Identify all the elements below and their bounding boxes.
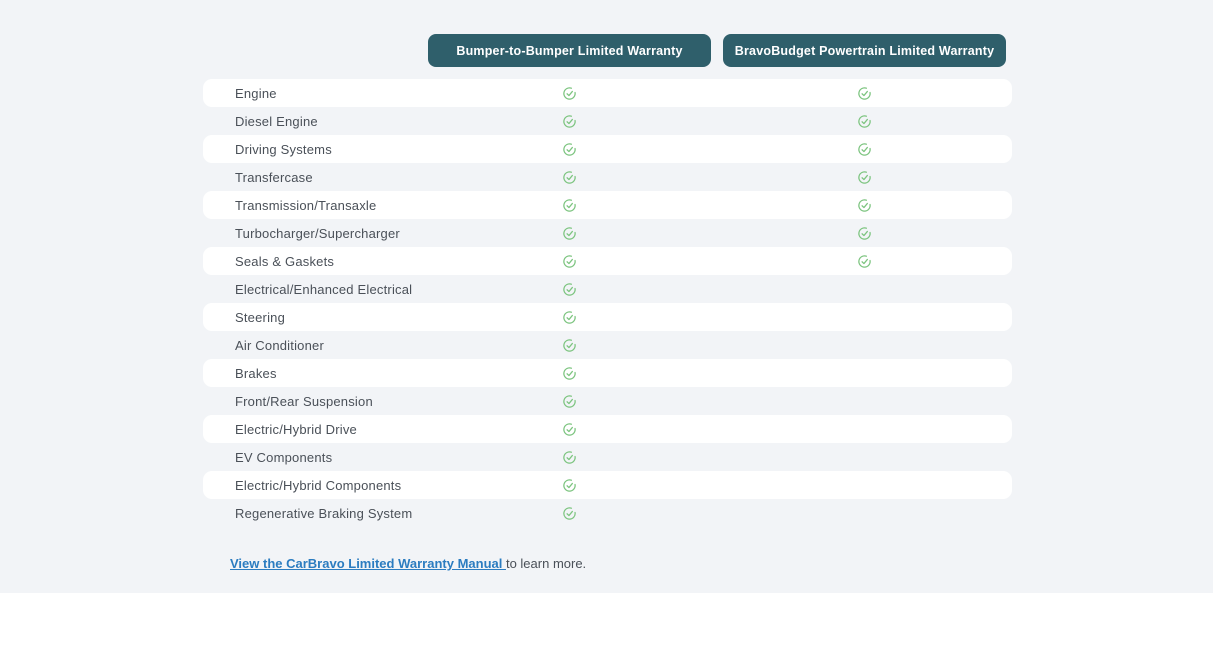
table-row: Electric/Hybrid Drive (203, 415, 1012, 443)
check-circle-icon (858, 226, 871, 240)
check-col2 (717, 366, 1012, 381)
warranty-comparison-section: Bumper-to-Bumper Limited Warranty BravoB… (0, 0, 1213, 593)
row-label: Electric/Hybrid Drive (235, 421, 357, 437)
row-label: Front/Rear Suspension (235, 393, 373, 409)
table-row: Regenerative Braking System (203, 499, 1012, 527)
check-col2 (717, 422, 1012, 437)
bravobudget-powertrain-warranty-button[interactable]: BravoBudget Powertrain Limited Warranty (723, 34, 1006, 67)
table-row: Steering (203, 303, 1012, 331)
row-label: Air Conditioner (235, 337, 324, 353)
check-col2 (717, 310, 1012, 325)
check-circle-icon (563, 170, 576, 184)
row-label: Engine (235, 85, 277, 101)
check-col1 (422, 394, 717, 409)
table-row: Air Conditioner (203, 331, 1012, 359)
footer-note-text: to learn more. (505, 556, 587, 571)
row-label: Regenerative Braking System (235, 505, 413, 521)
table-row: Turbocharger/Supercharger (203, 219, 1012, 247)
check-circle-icon (858, 254, 871, 268)
row-label: Brakes (235, 365, 277, 381)
row-label: Steering (235, 309, 286, 325)
row-label: Diesel Engine (235, 113, 318, 129)
row-label: Electric/Hybrid Components (235, 477, 402, 493)
check-col2 (717, 450, 1012, 465)
table-row: EV Components (203, 443, 1012, 471)
check-col1 (422, 310, 717, 325)
check-circle-icon (563, 366, 576, 380)
table-row: Transmission/Transaxle (203, 191, 1012, 219)
check-col2 (717, 114, 1012, 129)
check-circle-icon (563, 142, 576, 156)
check-col2 (717, 282, 1012, 297)
check-col1 (422, 254, 717, 269)
check-col1 (422, 114, 717, 129)
check-col1 (422, 366, 717, 381)
row-label: Electrical/Enhanced Electrical (235, 281, 413, 297)
check-circle-icon (563, 198, 576, 212)
check-circle-icon (858, 142, 871, 156)
check-col2 (717, 506, 1012, 521)
footer-note: View the CarBravo Limited Warranty Manua… (203, 556, 1012, 571)
check-circle-icon (563, 86, 576, 100)
check-circle-icon (563, 226, 576, 240)
table-row: Front/Rear Suspension (203, 387, 1012, 415)
check-circle-icon (858, 170, 871, 184)
row-label: Driving Systems (235, 141, 332, 157)
check-circle-icon (563, 394, 576, 408)
check-col1 (422, 422, 717, 437)
check-col1 (422, 282, 717, 297)
check-col1 (422, 198, 717, 213)
check-circle-icon (563, 114, 576, 128)
check-circle-icon (858, 198, 871, 212)
check-col1 (422, 450, 717, 465)
check-circle-icon (563, 310, 576, 324)
check-circle-icon (563, 506, 576, 520)
check-col1 (422, 338, 717, 353)
check-col1 (422, 478, 717, 493)
table-row: Engine (203, 79, 1012, 107)
check-col2 (717, 170, 1012, 185)
row-label: Transmission/Transaxle (235, 197, 377, 213)
check-col2 (717, 142, 1012, 157)
warranty-comparison-table: Bumper-to-Bumper Limited Warranty BravoB… (203, 0, 1012, 571)
table-row: Diesel Engine (203, 107, 1012, 135)
table-header: Bumper-to-Bumper Limited Warranty BravoB… (203, 34, 1012, 67)
table-row: Electric/Hybrid Components (203, 471, 1012, 499)
check-col1 (422, 170, 717, 185)
check-circle-icon (563, 254, 576, 268)
row-label: EV Components (235, 449, 333, 465)
row-label: Transfercase (235, 169, 313, 185)
check-circle-icon (563, 338, 576, 352)
table-row: Brakes (203, 359, 1012, 387)
check-col2 (717, 226, 1012, 241)
check-col2 (717, 478, 1012, 493)
check-col2 (717, 394, 1012, 409)
check-col1 (422, 86, 717, 101)
check-circle-icon (563, 422, 576, 436)
check-col2 (717, 254, 1012, 269)
check-circle-icon (858, 86, 871, 100)
check-col2 (717, 338, 1012, 353)
check-circle-icon (563, 282, 576, 296)
row-label: Seals & Gaskets (235, 253, 335, 269)
warranty-manual-link[interactable]: View the CarBravo Limited Warranty Manua… (230, 556, 506, 571)
check-circle-icon (563, 478, 576, 492)
check-col2 (717, 86, 1012, 101)
warranty-table-body: Engine Diesel Engine (203, 79, 1012, 527)
check-circle-icon (858, 114, 871, 128)
table-row: Electrical/Enhanced Electrical (203, 275, 1012, 303)
check-col1 (422, 226, 717, 241)
row-label: Turbocharger/Supercharger (235, 225, 400, 241)
check-col1 (422, 142, 717, 157)
bumper-to-bumper-warranty-button[interactable]: Bumper-to-Bumper Limited Warranty (428, 34, 711, 67)
table-row: Transfercase (203, 163, 1012, 191)
check-circle-icon (563, 450, 576, 464)
check-col1 (422, 506, 717, 521)
table-row: Seals & Gaskets (203, 247, 1012, 275)
check-col2 (717, 198, 1012, 213)
table-row: Driving Systems (203, 135, 1012, 163)
